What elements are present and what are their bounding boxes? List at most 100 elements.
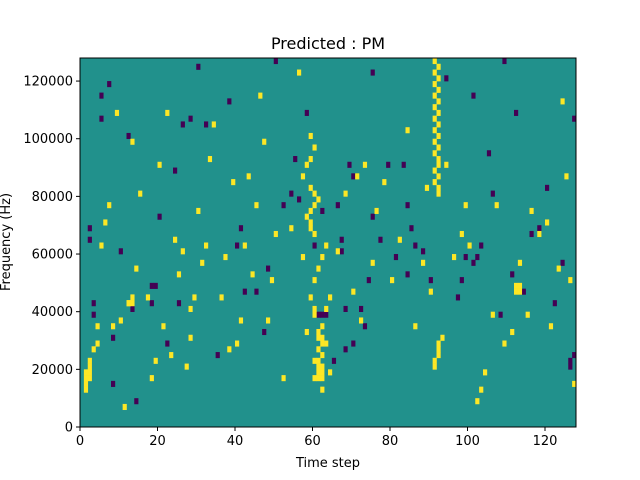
heatmap-cell-low — [134, 398, 139, 405]
heatmap-cell-high — [87, 357, 92, 364]
heatmap-cell-high — [308, 132, 313, 140]
heatmap-cell-high — [320, 386, 325, 393]
heatmap-cell-low — [188, 115, 193, 122]
heatmap-cell-high — [316, 196, 321, 203]
heatmap-cell-high — [324, 305, 329, 312]
heatmap-cell-high — [149, 375, 154, 382]
heatmap-cell-low — [351, 340, 356, 347]
heatmap-cell-high — [463, 202, 468, 209]
heatmap-cell-high — [87, 363, 92, 370]
heatmap-cell-high — [83, 375, 89, 382]
heatmap-cell-low — [393, 254, 399, 261]
heatmap-cell-low — [316, 311, 321, 318]
heatmap-cell-high — [161, 323, 166, 330]
heatmap-cell-low — [238, 225, 244, 232]
heatmap-cell-low — [157, 213, 162, 220]
heatmap-cell-high — [436, 109, 441, 116]
heatmap-cell-high — [328, 294, 333, 301]
heatmap-cell-high — [424, 184, 430, 191]
heatmap-cell-high — [304, 161, 309, 168]
heatmap-cell-high — [138, 190, 143, 197]
heatmap-cell-high — [308, 225, 313, 232]
y-tick-label: 120000 — [23, 75, 73, 90]
heatmap-cell-low — [498, 311, 503, 318]
heatmap-cell-low — [552, 300, 557, 307]
heatmap-cell-high — [95, 340, 100, 347]
heatmap-cell-low — [409, 225, 414, 232]
heatmap-cell-high — [362, 161, 368, 168]
heatmap-cell-high — [432, 104, 437, 111]
heatmap-cell-low — [215, 352, 220, 359]
heatmap-cell-high — [556, 265, 561, 272]
heatmap-cell-low — [99, 92, 104, 99]
heatmap-cell-high — [432, 81, 437, 88]
heatmap-cell-high — [335, 248, 340, 255]
heatmap-cell-high — [432, 115, 437, 122]
heatmap-cell-high — [517, 282, 523, 289]
heatmap-cell-high — [316, 363, 321, 370]
heatmap-cell-low — [471, 259, 476, 266]
heatmap-cell-high — [374, 207, 379, 214]
heatmap-cell-high — [320, 363, 325, 370]
heatmap-cell-low — [266, 265, 271, 272]
heatmap-cell-high — [432, 363, 437, 370]
heatmap-cell-low — [386, 161, 391, 168]
heatmap-cell-high — [572, 380, 577, 387]
heatmap-cell-high — [316, 346, 321, 353]
heatmap-cell-high — [502, 340, 507, 347]
heatmap-cell-high — [312, 202, 317, 209]
heatmap-cell-low — [405, 202, 410, 209]
heatmap-cell-high — [122, 403, 127, 411]
heatmap-cell-low — [235, 242, 240, 249]
heatmap-cell-low — [339, 236, 344, 243]
heatmap-cell-high — [316, 265, 321, 272]
heatmap-cell-high — [246, 173, 251, 180]
heatmap-cell-high — [436, 132, 441, 140]
heatmap-cell-low — [331, 357, 337, 364]
heatmap-cell-high — [235, 340, 240, 347]
heatmap-cell-high — [436, 161, 441, 168]
heatmap-cell-high — [432, 58, 437, 65]
heatmap-cell-high — [316, 334, 321, 341]
chart-title: Predicted : PM — [271, 34, 385, 53]
heatmap-cell-low — [111, 380, 116, 387]
y-tick-label: 80000 — [32, 190, 73, 205]
heatmap-cell-low — [289, 190, 294, 197]
heatmap-cell-high — [99, 242, 104, 249]
heatmap-cell-high — [537, 230, 542, 238]
heatmap-cell-high — [130, 138, 135, 145]
heatmap-cell-high — [436, 340, 441, 347]
y-axis: 0 20000 40000 60000 80000 100000 120000 — [23, 75, 80, 436]
heatmap-cell-low — [339, 248, 344, 255]
heatmap-cell-high — [87, 375, 92, 382]
heatmap-cell-low — [149, 282, 154, 289]
heatmap-cell-high — [436, 144, 441, 151]
heatmap-cell-low — [273, 58, 278, 65]
y-axis-label: Frequency (Hz) — [0, 193, 14, 291]
heatmap-cell-high — [111, 323, 116, 330]
heatmap-cell-high — [114, 109, 120, 116]
heatmap-cell-high — [173, 236, 178, 243]
heatmap-cell-low — [204, 121, 209, 128]
heatmap-cell-high — [200, 259, 205, 266]
heatmap-cell-high — [432, 357, 437, 364]
heatmap-cell-high — [107, 202, 112, 209]
heatmap-cell-high — [196, 207, 201, 214]
heatmap-cell-low — [479, 242, 484, 249]
heatmap-cell-low — [91, 311, 96, 318]
heatmap-cell-low — [99, 115, 104, 122]
heatmap-cell-high — [192, 294, 197, 301]
heatmap-cell-high — [529, 207, 534, 214]
heatmap-cell-low — [502, 58, 507, 65]
heatmap-cell-high — [312, 357, 317, 364]
heatmap-cell-low — [347, 161, 352, 168]
heatmap-cell-high — [304, 213, 309, 220]
heatmap-cell-high — [300, 254, 306, 261]
y-tick-label: 20000 — [32, 363, 73, 378]
plot-frame — [79, 57, 577, 428]
heatmap-cell-high — [560, 98, 565, 105]
heatmap-cell-high — [483, 369, 488, 376]
heatmap-cell-low — [459, 277, 464, 284]
heatmap-cell-high — [134, 265, 139, 272]
heatmap-cell-high — [269, 277, 275, 284]
